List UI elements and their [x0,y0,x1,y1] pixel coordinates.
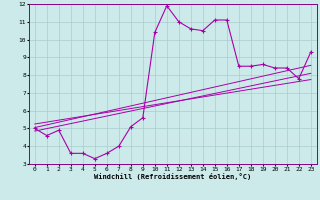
X-axis label: Windchill (Refroidissement éolien,°C): Windchill (Refroidissement éolien,°C) [94,173,252,180]
